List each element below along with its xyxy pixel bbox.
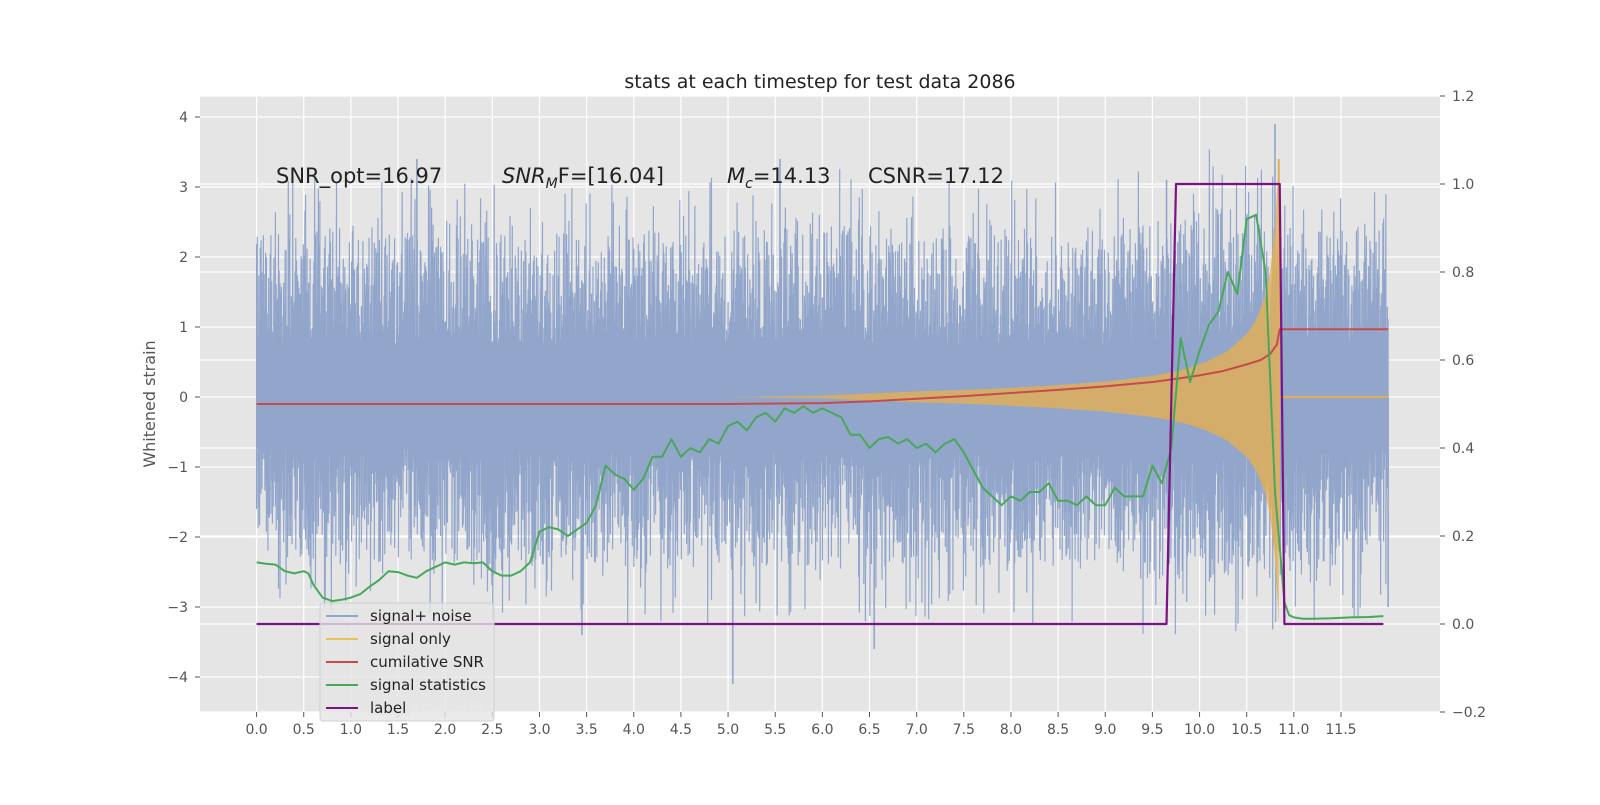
x-tick-label: 11.0 (1278, 722, 1309, 738)
annotation-csnr: CSNR=17.12 (868, 164, 1004, 188)
y-tick-label-left: −4 (167, 670, 188, 686)
x-tick-label: 6.0 (811, 722, 833, 738)
annotation-snr-mf-base: SNR (502, 164, 546, 188)
x-tick-label: 10.5 (1231, 722, 1262, 738)
x-tick-label: 3.5 (575, 722, 597, 738)
x-tick-label: 7.5 (953, 722, 975, 738)
x-tick-label: 11.5 (1325, 722, 1356, 738)
y-tick-label-left: −2 (167, 530, 188, 546)
x-tick-label: 8.5 (1047, 722, 1069, 738)
y-tick-label-left: 4 (179, 110, 188, 126)
x-tick-label: 1.5 (387, 722, 409, 738)
signal-only-fill (728, 159, 1279, 624)
x-tick-label: 7.0 (906, 722, 928, 738)
y-tick-label-left: −1 (167, 460, 188, 476)
x-tick-label: 9.5 (1141, 722, 1163, 738)
label-line (256, 182, 1384, 626)
y-tick-label-right: 0.8 (1452, 265, 1474, 281)
annotation-snr-mf: SNRMF=[16.04] (502, 164, 664, 192)
y-axis-label: Whitened strain (140, 340, 159, 467)
x-tick-label: 10.0 (1184, 722, 1215, 738)
signal-statistics-line (256, 213, 1384, 620)
legend-label-label-bg (368, 697, 410, 715)
series-signal-noise (256, 124, 1389, 684)
legend-label-cumulative-snr: cumilative SNR (370, 653, 484, 671)
annotation-snr-mf-rest: F=[16.04] (558, 164, 664, 188)
legend-label-signal-noise: signal+ noise (370, 607, 472, 625)
x-tick-label: 6.5 (858, 722, 880, 738)
legend: cumilative SNR signal+ noise signal only… (319, 602, 495, 722)
x-tick-label: 1.0 (340, 722, 362, 738)
y-tick-label-right: −0.2 (1452, 705, 1486, 721)
x-tick-label: 5.0 (717, 722, 739, 738)
legend-label-signal-statistics: signal statistics (370, 676, 486, 694)
y-tick-label-left: 2 (179, 250, 188, 266)
x-tick-label: 2.5 (481, 722, 503, 738)
y-tick-label-left: 3 (179, 180, 188, 196)
y-tick-label-left: 1 (179, 320, 188, 336)
y-tick-label-right: 1.0 (1452, 177, 1474, 193)
y-tick-label-left: 0 (179, 390, 188, 406)
x-tick-label: 0.5 (293, 722, 315, 738)
chart-title: stats at each timestep for test data 208… (624, 71, 1015, 93)
x-tick-label: 8.0 (1000, 722, 1022, 738)
x-tick-label: 5.5 (764, 722, 786, 738)
x-tick-label: 0.0 (245, 722, 267, 738)
y-tick-label-right: 0.6 (1452, 353, 1474, 369)
y-tick-label-right: 0.2 (1452, 529, 1474, 545)
cumulative-snr-line (256, 328, 1389, 405)
annotation-mc-rest: =14.13 (753, 164, 831, 188)
x-tick-label: 4.0 (623, 722, 645, 738)
x-tick-label: 4.5 (670, 722, 692, 738)
annotation-snr-opt: SNR_opt=16.97 (276, 164, 442, 189)
signal-noise-trace (256, 149, 1389, 635)
legend-label-label: label (370, 699, 406, 717)
axes: 0.0 0.5 1.0 1.5 2.0 2.5 3.0 3.5 4.0 4.5 5.0 5.5 6.0 6… (167, 89, 1486, 738)
annotation-snr-mf-sub: M (546, 176, 558, 192)
annotation-mc-sub: c (745, 176, 753, 192)
x-tick-label: 9.0 (1094, 722, 1116, 738)
legend-label-signal-only: signal only (370, 630, 451, 648)
series-lines (256, 182, 1389, 626)
x-tick-label: 2.0 (434, 722, 456, 738)
legend-box (319, 602, 495, 722)
x-tick-label: 3.0 (528, 722, 550, 738)
series-signal-only (728, 159, 1389, 624)
y-tick-label-left: −3 (167, 600, 188, 616)
y-tick-label-right: 0.0 (1452, 617, 1474, 633)
y-tick-label-right: 1.2 (1452, 89, 1474, 105)
y-tick-label-right: 0.4 (1452, 441, 1474, 457)
annotation-mc: Mc=14.13 (727, 164, 831, 192)
annotation-mc-base: M (727, 164, 745, 188)
